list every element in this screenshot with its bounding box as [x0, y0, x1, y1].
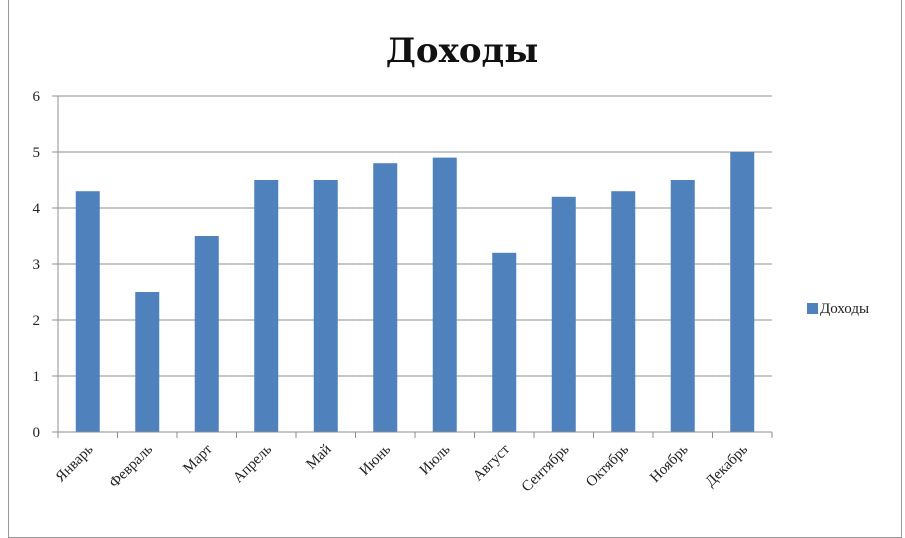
bar — [135, 292, 160, 432]
y-tick-label: 2 — [33, 313, 41, 329]
x-category-label: Февраль — [106, 441, 156, 491]
bar — [313, 180, 338, 432]
y-axis: 0 1 2 3 4 5 6 — [33, 89, 59, 441]
y-tick-label: 5 — [33, 145, 41, 161]
bar — [194, 236, 219, 432]
x-axis: Январь Февраль Март Апрель Май Июнь Июль Август… — [53, 431, 773, 495]
legend-swatch — [807, 303, 818, 314]
y-tick-label: 6 — [33, 89, 41, 105]
x-category-label: Июнь — [357, 441, 395, 479]
chart-title: Доходы — [386, 31, 539, 71]
legend-label: Доходы — [820, 301, 869, 317]
x-category-label: Декабрь — [702, 441, 751, 490]
x-category-label: Сентябрь — [519, 441, 573, 495]
y-tick-label: 0 — [33, 425, 41, 441]
y-tick-label: 1 — [33, 369, 41, 385]
x-category-label: Май — [303, 442, 334, 473]
bar — [670, 180, 695, 432]
bar — [492, 252, 517, 432]
y-tick-label: 3 — [33, 257, 41, 273]
bar — [75, 191, 100, 432]
bar — [730, 152, 755, 432]
x-category-label: Январь — [53, 441, 97, 485]
y-tick-label: 4 — [33, 201, 41, 217]
x-category-label: Июль — [417, 441, 454, 478]
gridlines — [58, 95, 772, 433]
x-category-label: Апрель — [230, 441, 275, 486]
legend: Доходы — [807, 301, 869, 317]
x-category-label: Ноябрь — [647, 441, 692, 486]
bar — [432, 157, 457, 432]
bar — [611, 191, 636, 432]
bar — [373, 163, 398, 432]
bars — [75, 152, 755, 432]
x-category-label: Октябрь — [583, 441, 632, 490]
x-category-label: Август — [470, 441, 513, 484]
bar — [551, 196, 576, 432]
bar — [254, 180, 279, 432]
x-category-label: Март — [180, 441, 216, 477]
